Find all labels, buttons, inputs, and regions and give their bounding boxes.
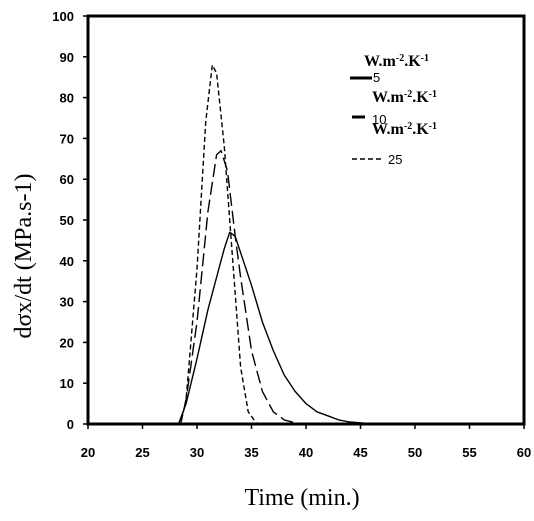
y-tick-label: 20 (60, 335, 74, 350)
x-tick-label: 50 (408, 445, 422, 460)
x-tick-label: 25 (135, 445, 149, 460)
y-tick-label: 50 (60, 213, 74, 228)
legend-unit-label: W.m-2.K-1 (364, 53, 429, 71)
y-axis: 0 10 20 30 40 50 60 70 80 90 100 (52, 9, 88, 432)
x-tick-label: 35 (244, 445, 258, 460)
y-tick-label: 10 (60, 376, 74, 391)
series-line-5 (88, 231, 524, 425)
x-tick-label: 20 (81, 445, 95, 460)
x-tick-label: 40 (299, 445, 313, 460)
legend-label-5: 5 (373, 70, 380, 85)
legend-unit-label: W.m-2.K-1 (372, 121, 437, 139)
y-tick-label: 70 (60, 131, 74, 146)
legend-label-25: 25 (388, 152, 402, 167)
series-line-25 (88, 64, 524, 425)
y-tick-label: 0 (67, 417, 74, 432)
x-axis: 20 25 30 35 40 45 50 55 60 (81, 424, 531, 460)
plot-frame (86, 14, 526, 426)
x-tick-label: 30 (190, 445, 204, 460)
x-tick-label: 45 (353, 445, 367, 460)
x-axis-title: Time (min.) (244, 485, 359, 511)
y-tick-label: 60 (60, 172, 74, 187)
x-tick-label: 60 (517, 445, 531, 460)
x-tick-label: 55 (462, 445, 476, 460)
y-tick-label: 100 (52, 9, 74, 24)
y-tick-label: 80 (60, 91, 74, 106)
series-line-10 (88, 149, 524, 425)
y-tick-label: 90 (60, 50, 74, 65)
legend-label-10: 10 (372, 112, 386, 127)
y-axis-title: dσx/dt (MPa.s-1) (11, 174, 37, 339)
plot-series (88, 64, 524, 425)
legend-unit-label: W.m-2.K-1 (372, 89, 437, 107)
y-tick-label: 40 (60, 254, 74, 269)
y-tick-label: 30 (60, 295, 74, 310)
